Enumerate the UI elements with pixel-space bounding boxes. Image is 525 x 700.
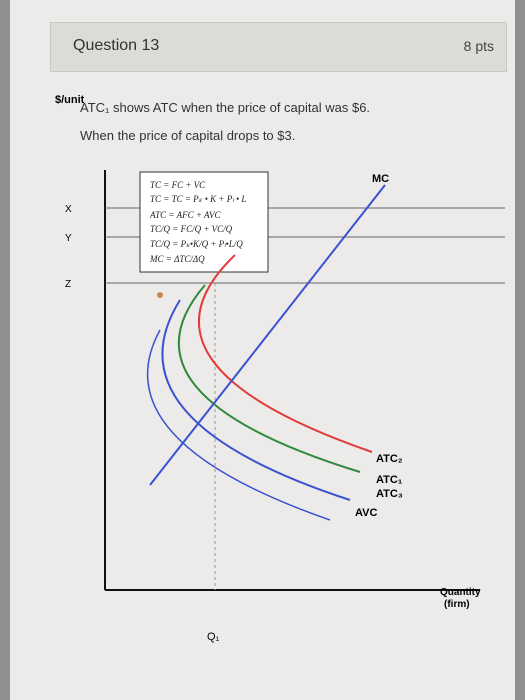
curve-label: ATC₃ xyxy=(376,488,403,500)
x-axis-label: (firm) xyxy=(444,599,470,610)
formula: ATC = AFC + AVC xyxy=(149,210,222,220)
formula: MC = ΔTC/ΔQ xyxy=(149,254,205,264)
y-axis-label: $/unit xyxy=(55,94,85,106)
curve-label: MC xyxy=(372,173,389,185)
question-header: Question 13 8 pts xyxy=(50,22,507,72)
level-label: Z xyxy=(65,279,71,290)
quiz-panel: Question 13 8 pts ATC₁ shows ATC when th… xyxy=(10,0,515,700)
x-axis-label: Quantity xyxy=(440,587,481,598)
question-text: ATC₁ shows ATC when the price of capital… xyxy=(80,100,371,115)
formula: TC = FC + VC xyxy=(150,180,206,190)
curve-label: ATC₂ xyxy=(376,453,403,465)
formula: TC/Q = Pₖ•K/Q + Pₗ•L/Q xyxy=(150,239,243,249)
formula: TC/Q = FC/Q + VC/Q xyxy=(150,224,233,234)
question-text: When the price of capital drops to $3. xyxy=(80,128,296,143)
curve-label: AVC xyxy=(355,507,377,519)
level-label: Y xyxy=(65,233,72,244)
q-label: Q₁ xyxy=(207,631,220,643)
curve-label: ATC₁ xyxy=(376,474,403,486)
question-title: Question 13 xyxy=(73,37,160,54)
points: 8 pts xyxy=(463,38,494,54)
level-label: X xyxy=(65,204,72,215)
formula: TC = TC = Pₖ • K + Pₗ • L xyxy=(150,194,246,204)
